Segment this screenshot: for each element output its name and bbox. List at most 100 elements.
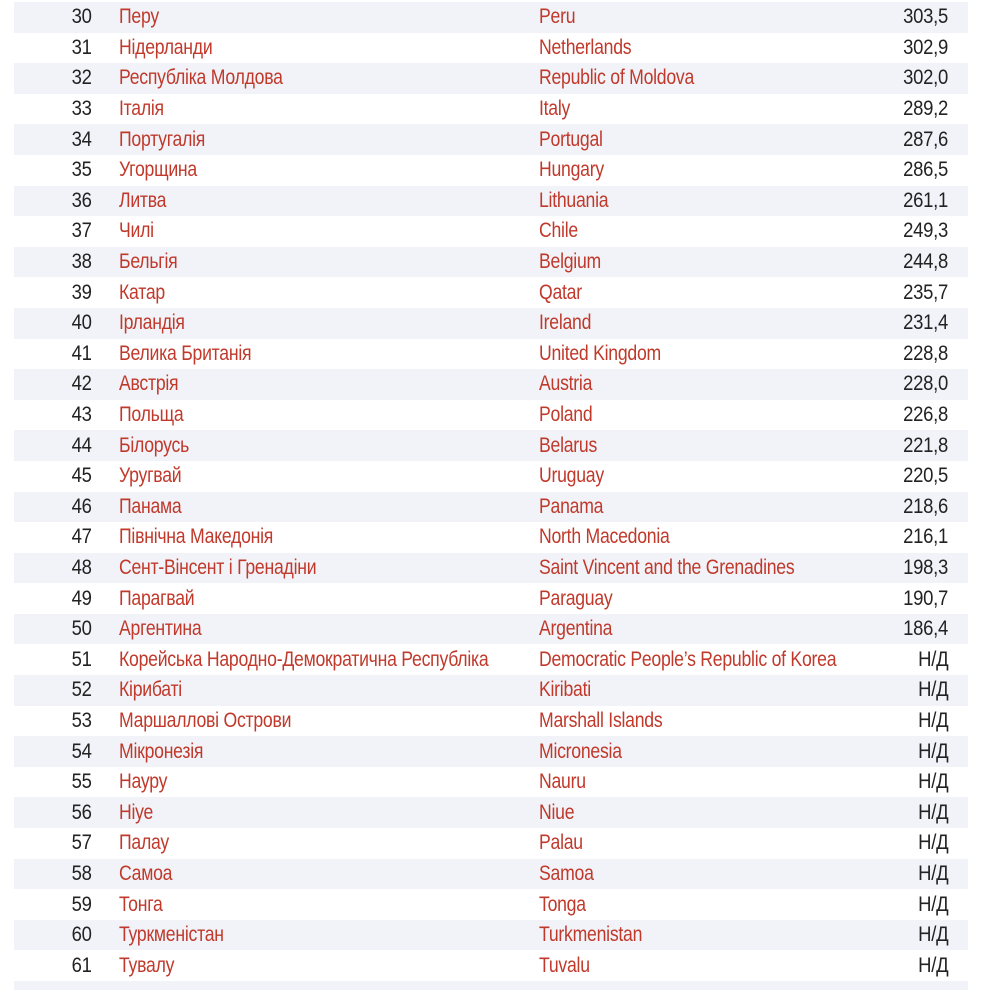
rank-cell: 34 (71, 127, 92, 151)
country-name-ua-cell: Італія (119, 97, 164, 121)
country-name-ua-cell: Сент-Вінсент і Гренадіни (119, 555, 317, 579)
table-row: 60 Туркменістан Turkmenistan Н/Д (14, 919, 968, 951)
rank-cell: 45 (71, 464, 92, 488)
table-row: 36 Литва Lithuania 261,1 (14, 185, 968, 217)
country-name-en-cell: Saint Vincent and the Grenadines (539, 555, 795, 579)
value-cell: Н/Д (917, 923, 948, 947)
country-name-en-cell: Kiribati (539, 678, 591, 702)
country-name-ua-cell: Палау (119, 831, 169, 855)
value-cell: Н/Д (917, 953, 948, 977)
country-name-ua-cell: Португалія (119, 127, 206, 151)
country-name-ua-cell: Бельгія (119, 250, 178, 274)
country-name-en-cell: Austria (539, 372, 593, 396)
value-cell: Н/Д (917, 739, 948, 763)
table-row: 32 Республіка Молдова Republic of Moldov… (14, 63, 968, 94)
country-name-ua-cell: Корейська Народно-Демократична Республік… (119, 647, 489, 671)
value-cell: 190,7 (903, 586, 948, 610)
value-cell: 235,7 (903, 280, 948, 304)
country-name-ua-cell: Тувалу (119, 953, 175, 977)
value-cell: 289,2 (903, 97, 948, 121)
value-cell: 226,8 (903, 403, 948, 427)
rank-cell: 48 (71, 555, 92, 579)
value-cell: 261,1 (903, 188, 948, 212)
country-name-ua-cell: Білорусь (119, 433, 190, 457)
country-name-ua-cell: Аргентина (119, 617, 202, 641)
country-name-en-cell: Niue (539, 800, 575, 824)
value-cell: Н/Д (917, 678, 948, 702)
value-cell: 287,6 (903, 127, 948, 151)
country-name-ua-cell: Республіка Молдова (119, 66, 283, 90)
country-name-en-cell: Republic of Moldova (539, 66, 695, 90)
country-name-en-cell: Uruguay (539, 464, 604, 488)
country-name-ua-cell: Північна Македонія (119, 525, 274, 549)
table-row: 43 Польща Poland 226,8 (14, 400, 968, 431)
country-name-ua-cell: Туркменістан (119, 923, 224, 947)
rank-cell: 61 (71, 953, 92, 977)
country-name-ua-cell: Перу (119, 5, 159, 29)
table-row: 39 Катар Qatar 235,7 (14, 277, 968, 308)
country-name-en-cell: Nauru (539, 770, 586, 794)
country-name-ua-cell: Польща (119, 403, 184, 427)
value-cell: Н/Д (917, 770, 948, 794)
country-name-ua-cell: Панама (119, 494, 182, 518)
rank-cell: 49 (71, 586, 92, 610)
country-name-en-cell: Poland (539, 403, 593, 427)
rank-cell: 54 (71, 739, 92, 763)
table-row: 59 Тонга Tonga Н/Д (14, 889, 968, 920)
country-name-ua-cell: Парагвай (119, 586, 195, 610)
country-name-en-cell: Micronesia (539, 739, 622, 763)
table-row: 30 Перу Peru 303,5 (14, 2, 968, 33)
value-cell: 302,0 (903, 66, 948, 90)
country-name-ua-cell: Кірибаті (119, 678, 182, 702)
value-cell: 244,8 (903, 250, 948, 274)
table-row: 54 Мікронезія Micronesia Н/Д (14, 736, 968, 767)
country-name-en-cell: Tuvalu (539, 953, 590, 977)
country-ranking-table: 30 Перу Peru 303,5 31 Нідерланди Netherl… (14, 2, 968, 981)
value-cell: Н/Д (917, 831, 948, 855)
rank-cell: 46 (71, 494, 92, 518)
table-row: 49 Парагвай Paraguay 190,7 (14, 583, 968, 614)
country-name-en-cell: Paraguay (539, 586, 613, 610)
table-row: 56 Ніуе Niue Н/Д (14, 797, 968, 829)
country-name-ua-cell: Велика Британія (119, 341, 252, 365)
rank-cell: 56 (71, 800, 92, 824)
country-name-ua-cell: Чилі (119, 219, 154, 243)
rank-cell: 40 (71, 311, 92, 335)
rank-cell: 50 (71, 617, 92, 641)
value-cell: 228,0 (903, 372, 948, 396)
country-name-en-cell: North Macedonia (539, 525, 670, 549)
table-row: 37 Чилі Chile 249,3 (14, 216, 968, 247)
rank-cell: 55 (71, 770, 92, 794)
country-name-ua-cell: Ірландія (119, 311, 185, 335)
value-cell: 198,3 (903, 555, 948, 579)
country-name-en-cell: Lithuania (539, 188, 609, 212)
rank-cell: 43 (71, 403, 92, 427)
value-cell: Н/Д (917, 647, 948, 671)
country-name-ua-cell: Угорщина (119, 158, 197, 182)
table-row: 52 Кірибаті Kiribati Н/Д (14, 675, 968, 706)
rank-cell: 47 (71, 525, 92, 549)
country-name-en-cell: Chile (539, 219, 578, 243)
table-row: 53 Маршаллові Острови Marshall Islands Н… (14, 706, 968, 737)
table-row: 45 Уругвай Uruguay 220,5 (14, 461, 968, 492)
table-row: 46 Панама Panama 218,6 (14, 491, 968, 523)
value-cell: 220,5 (903, 464, 948, 488)
country-name-en-cell: Samoa (539, 861, 594, 885)
rank-cell: 37 (71, 219, 92, 243)
table-row: 35 Угорщина Hungary 286,5 (14, 155, 968, 186)
rank-cell: 31 (71, 35, 92, 59)
country-name-en-cell: Palau (539, 831, 583, 855)
rank-cell: 42 (71, 372, 92, 396)
table-row: 58 Самоа Samoa Н/Д (14, 858, 968, 890)
value-cell: 228,8 (903, 341, 948, 365)
table-row: 38 Бельгія Belgium 244,8 (14, 246, 968, 278)
country-name-en-cell: Panama (539, 494, 604, 518)
rank-cell: 60 (71, 923, 92, 947)
country-name-en-cell: Marshall Islands (539, 708, 663, 732)
table-row: 61 Тувалу Tuvalu Н/Д (14, 950, 968, 981)
value-cell: Н/Д (917, 708, 948, 732)
table-row: 51 Корейська Народно-Демократична Респуб… (14, 644, 968, 675)
value-cell: Н/Д (917, 892, 948, 916)
value-cell: 303,5 (903, 5, 948, 29)
country-name-en-cell: Belgium (539, 250, 601, 274)
